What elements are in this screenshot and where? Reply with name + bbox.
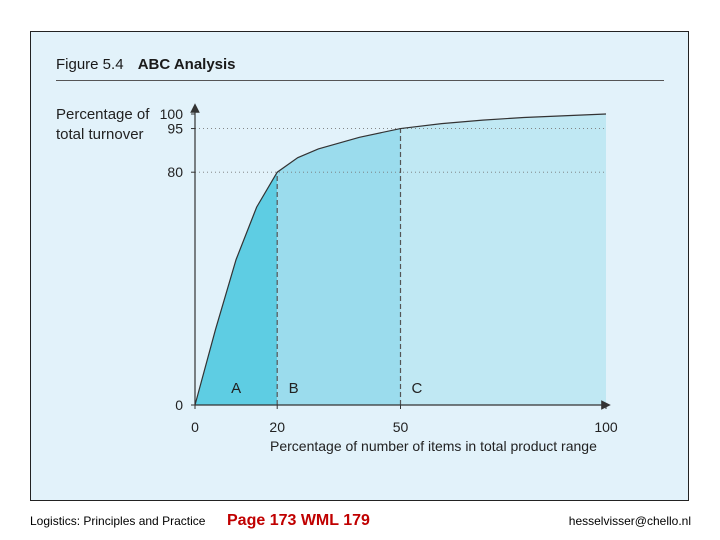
figure-title: Figure 5.4 ABC Analysis <box>56 56 236 73</box>
region-label-b: B <box>289 380 299 397</box>
x-tick-label-20: 20 <box>269 419 285 435</box>
y-tick-label-80: 80 <box>167 164 183 180</box>
region-b-fill <box>277 128 401 406</box>
figure-number: Figure 5.4 <box>56 56 124 73</box>
footer-page-reference: Page 173 WML 179 <box>227 512 370 529</box>
y-axis-label: Percentage of total turnover <box>56 106 150 143</box>
x-axis-label: Percentage of number of items in total p… <box>270 438 597 454</box>
region-fills <box>195 114 606 406</box>
region-labels: A B C <box>231 380 422 397</box>
footer-book-title: Logistics: Principles and Practice <box>30 514 206 528</box>
reference-lines <box>195 128 606 405</box>
title-divider <box>56 80 664 81</box>
figure-name: ABC Analysis <box>137 56 236 73</box>
x-tick-label-100: 100 <box>594 419 618 435</box>
region-c-fill <box>400 114 606 405</box>
cumulative-curve <box>194 113 607 406</box>
x-tick-label-50: 50 <box>393 419 409 435</box>
y-tick-label-100: 100 <box>160 106 184 122</box>
y-tick-label-95: 95 <box>167 121 183 137</box>
region-a-fill <box>195 172 278 405</box>
y-tick-label-0: 0 <box>175 397 183 413</box>
region-label-a: A <box>231 380 241 397</box>
region-label-c: C <box>412 380 423 397</box>
footer-email: hesselvisser@chello.nl <box>568 514 691 528</box>
x-tick-label-0: 0 <box>191 419 199 435</box>
